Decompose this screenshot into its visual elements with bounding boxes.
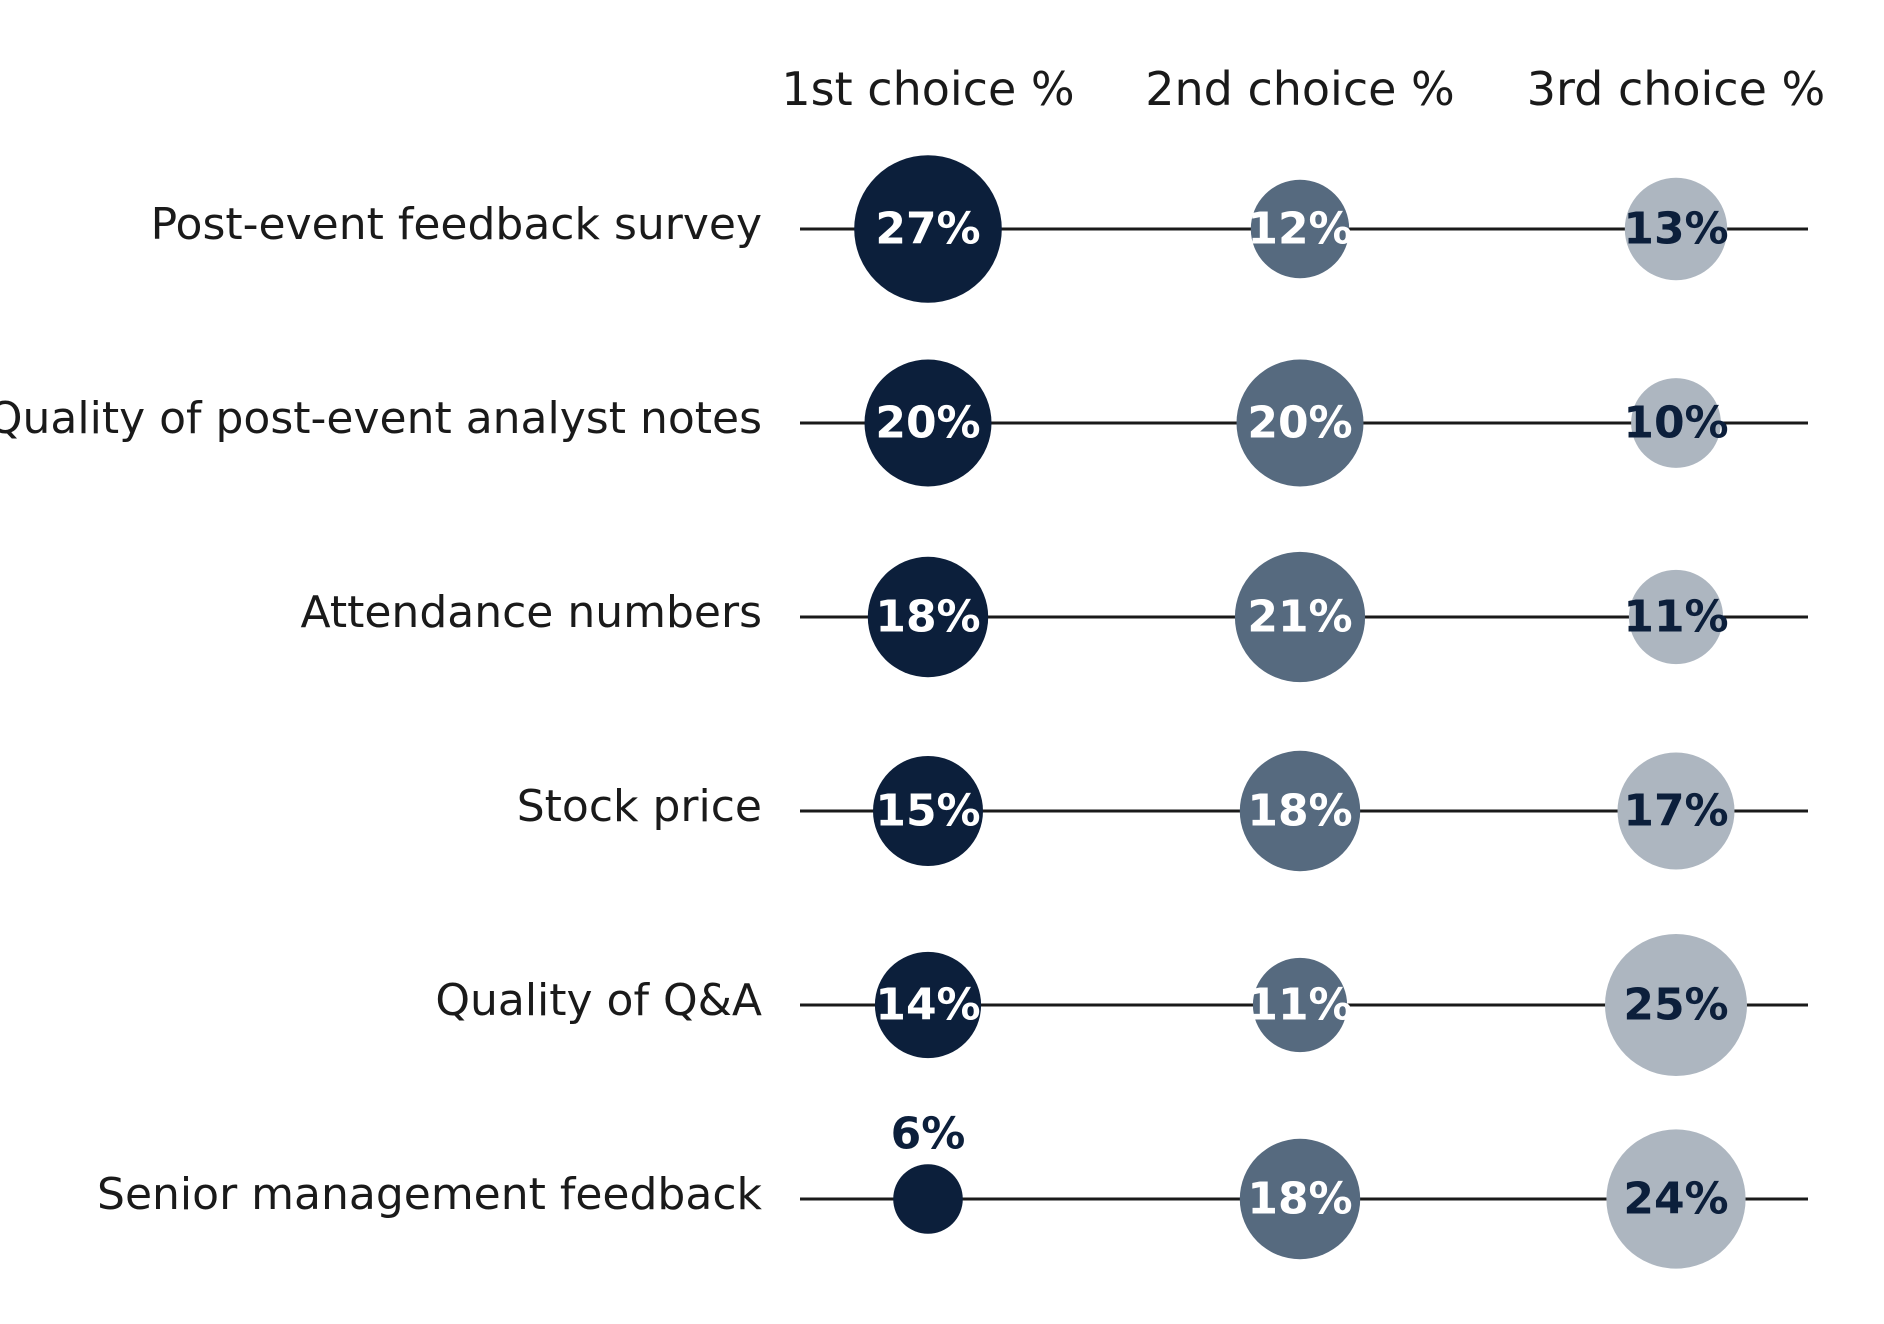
bubble-attendance-numbers-2 [1234, 551, 1366, 683]
value-label-senior-management-feedback-2: 18% [1247, 1174, 1352, 1225]
row-label-quality-of-q-a: Quality of Q&A [435, 975, 762, 1026]
bubble-attendance-numbers-1 [867, 556, 989, 678]
column-header-2: 2nd choice % [1145, 62, 1455, 116]
bubble-quality-of-post-event-analyst-notes-2 [1236, 359, 1364, 487]
bubble-senior-management-feedback-3 [1606, 1129, 1746, 1269]
value-label-senior-management-feedback-3: 24% [1623, 1174, 1728, 1225]
value-label-post-event-feedback-survey-1: 27% [875, 204, 980, 255]
bubble-value-labels: 27% 12% 13% 20% 20% 10% 18% 21% 11% 15% 18% 17% 14% 1… [875, 204, 1728, 1225]
value-label-quality-of-q-a-1: 14% [875, 980, 980, 1031]
column-headers: 1st choice % 2nd choice % 3rd choice % [781, 62, 1825, 116]
bubble-quality-of-q-a-2 [1252, 957, 1348, 1053]
value-label-post-event-feedback-survey-3: 13% [1623, 204, 1728, 255]
value-label-senior-management-feedback-1: 6% [891, 1109, 966, 1160]
value-label-attendance-numbers-2: 21% [1247, 592, 1352, 643]
bubble-quality-of-q-a-3 [1605, 934, 1747, 1076]
bubble-post-event-feedback-survey-2 [1250, 179, 1350, 279]
bubble-quality-of-q-a-1 [874, 951, 982, 1059]
bubble-senior-management-feedback-1 [893, 1164, 963, 1234]
value-label-post-event-feedback-survey-2: 12% [1247, 204, 1352, 255]
value-label-stock-price-2: 18% [1247, 786, 1352, 837]
bubble-attendance-numbers-3 [1628, 569, 1724, 665]
bubble-stock-price-3 [1617, 752, 1735, 870]
value-label-attendance-numbers-1: 18% [875, 592, 980, 643]
value-label-quality-of-post-event-analyst-notes-3: 10% [1623, 398, 1728, 449]
value-label-quality-of-q-a-3: 25% [1623, 980, 1728, 1031]
bubble-post-event-feedback-survey-1 [854, 155, 1002, 303]
row-labels: Post-event feedback survey Quality of pos… [0, 199, 763, 1220]
bubble-quality-of-post-event-analyst-notes-1 [864, 359, 992, 487]
value-label-attendance-numbers-3: 11% [1623, 592, 1728, 643]
value-label-stock-price-1: 15% [875, 786, 980, 837]
column-header-1: 1st choice % [781, 62, 1074, 116]
bubble-post-event-feedback-survey-3 [1624, 177, 1728, 281]
value-label-quality-of-post-event-analyst-notes-1: 20% [875, 398, 980, 449]
value-label-quality-of-post-event-analyst-notes-2: 20% [1247, 398, 1352, 449]
row-label-attendance-numbers: Attendance numbers [301, 587, 762, 638]
bubble-quality-of-post-event-analyst-notes-3 [1631, 378, 1721, 468]
row-label-senior-management-feedback: Senior management feedback [97, 1169, 762, 1220]
value-label-quality-of-q-a-2: 11% [1247, 980, 1352, 1031]
bubble-stock-price-1 [873, 756, 983, 866]
bubble-stock-price-2 [1239, 750, 1361, 872]
row-label-quality-of-post-event-analyst-notes: Quality of post-event analyst notes [0, 393, 762, 444]
row-label-stock-price: Stock price [517, 781, 762, 832]
column-header-3: 3rd choice % [1527, 62, 1825, 116]
value-label-stock-price-3: 17% [1623, 786, 1728, 837]
bubble-senior-management-feedback-2 [1239, 1138, 1361, 1260]
bubbles [854, 155, 1747, 1269]
row-label-post-event-feedback-survey: Post-event feedback survey [151, 199, 762, 250]
